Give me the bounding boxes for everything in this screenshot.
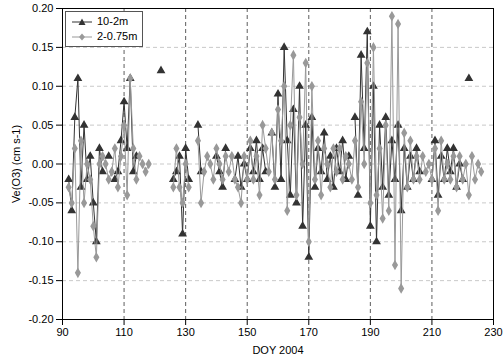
svg-text:0.00: 0.00 bbox=[32, 158, 53, 170]
svg-text:-0.10: -0.10 bbox=[28, 235, 53, 247]
svg-text:DOY 2004: DOY 2004 bbox=[252, 344, 303, 356]
svg-text:90: 90 bbox=[56, 326, 68, 338]
html-text:2-0.75m: 2-0.75m bbox=[97, 30, 138, 42]
svg-text:-0.05: -0.05 bbox=[28, 196, 53, 208]
svg-text:150: 150 bbox=[238, 326, 256, 338]
svg-text:-0.20: -0.20 bbox=[28, 313, 53, 325]
html-text:10-2m: 10-2m bbox=[97, 15, 129, 27]
svg-text:130: 130 bbox=[176, 326, 194, 338]
svg-text:0.10: 0.10 bbox=[32, 80, 53, 92]
svg-text:-0.15: -0.15 bbox=[28, 274, 53, 286]
svg-text:0.05: 0.05 bbox=[32, 119, 53, 131]
svg-text:0.20: 0.20 bbox=[32, 2, 53, 14]
svg-text:110: 110 bbox=[115, 326, 133, 338]
svg-text:0.15: 0.15 bbox=[32, 41, 53, 53]
svg-text:170: 170 bbox=[300, 326, 318, 338]
svg-text:210: 210 bbox=[423, 326, 441, 338]
svg-text:190: 190 bbox=[361, 326, 379, 338]
svg-text:Ve(O3) (cm s-1): Ve(O3) (cm s-1) bbox=[10, 125, 22, 203]
svg-text:230: 230 bbox=[484, 326, 502, 338]
